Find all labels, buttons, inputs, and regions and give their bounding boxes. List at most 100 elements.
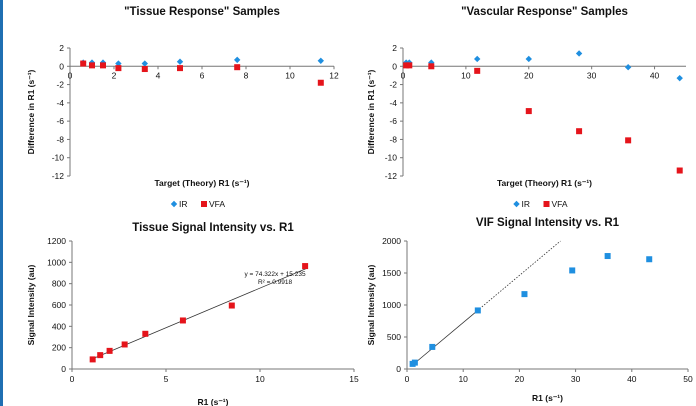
x-tick-label: 5 [164,374,169,384]
vfa-point [676,167,683,174]
ir-point [115,60,122,67]
vfa-point [625,137,632,144]
chart-c4: VIF Signal Intensity vs. R10500100015002… [366,217,693,403]
y-axis-label: Difference in R1 (s⁻¹) [26,69,36,154]
data-point [411,359,418,366]
chart-title: Tissue Signal Intensity vs. R1 [132,222,294,234]
data-point [646,256,653,263]
y-tick-label: 1000 [47,257,66,267]
y-tick-label: 2000 [382,236,401,246]
x-tick-label: 6 [200,70,205,80]
y-tick-label: -8 [389,134,397,144]
y-tick-label: 0 [396,364,401,374]
data-point [228,302,235,309]
vfa-point [525,108,532,115]
ir-point [575,50,583,57]
legend-label-vfa: VFA [209,199,225,209]
legend-marker-ir [170,200,178,208]
vfa-point [403,62,410,69]
trendline [411,310,478,367]
ir-point [234,56,241,64]
chart-title: VIF Signal Intensity vs. R1 [476,217,620,229]
x-tick-label: 2 [112,70,117,80]
x-tick-label: 50 [683,374,693,384]
legend-marker-ir [513,200,520,208]
y-axis-label: Signal Intensity (au) [366,264,376,345]
data-point [604,253,611,260]
vfa-point [115,65,122,72]
chart-title: "Tissue Response" Samples [124,6,280,18]
vfa-point [576,128,583,135]
x-tick-label: 0 [70,374,75,384]
y-tick-label: -6 [56,116,64,126]
data-point [521,291,528,298]
y-tick-label: -12 [385,171,398,181]
y-tick-label: -4 [56,98,64,108]
x-tick-label: 20 [515,374,525,384]
left-frame-line [0,0,3,406]
y-tick-label: -10 [385,153,398,163]
ir-point [525,55,532,63]
vfa-point [141,66,148,73]
chart-c1: "Tissue Response" Samples 2 0 -2 -4 -6 -8 -10 -1… [26,6,339,209]
x-tick-label: 15 [349,374,359,384]
x-tick-label: 30 [571,374,581,384]
legend: IR VFA [170,199,225,209]
x-tick-label: 10 [255,374,265,384]
chart-title: "Vascular Response" Samples [461,6,628,18]
x-axis-label: R1 (s⁻¹) [198,397,229,406]
y-tick-label: -8 [56,134,64,144]
data-point [106,347,113,354]
y-axis-label: Signal Intensity (au) [26,264,36,345]
vfa-point [177,65,183,72]
legend: IR VFA [513,199,568,209]
y-tick-label: 0 [59,61,64,71]
y-tick-label: 2 [59,43,64,53]
ir-point [474,55,481,63]
x-tick-label: 30 [587,70,597,80]
vfa-point [89,62,95,69]
y-tick-label: 2 [392,43,397,53]
data-point [179,317,186,324]
x-tick-label: 40 [650,70,660,80]
ir-point [176,58,184,65]
data-point [142,330,149,337]
vfa-point [317,79,324,86]
y-tick-label: 500 [387,332,401,342]
x-axis-label: Target (Theory) R1 (s⁻¹) [154,178,249,188]
y-tick-label: -12 [52,171,65,181]
legend-label-vfa: VFA [552,199,568,209]
chart-c2: "Vascular Response" Samples 20 -2 -4 -6 -8 -10… [366,6,686,209]
legend-label-ir: IR [179,199,188,209]
vfa-point [474,67,481,74]
y-tick-label: -4 [389,98,397,108]
legend-marker-vfa [543,201,550,207]
y-tick-label: -2 [56,80,64,90]
y-tick-label: -2 [389,80,397,90]
y-tick-label: 400 [52,321,66,331]
y-tick-label: 800 [52,279,66,289]
data-point [121,341,128,348]
x-tick-label: 8 [244,70,249,80]
vfa-point [234,64,241,71]
trendline-extension [476,240,561,312]
y-axis-label: Difference in R1 (s⁻¹) [366,69,376,154]
trendline-equation: y = 74.322x + 15.235 [245,271,306,278]
legend-label-ir: IR [522,199,531,209]
y-tick-label: -6 [389,116,397,126]
data-point [97,352,104,359]
vfa-point [80,60,87,67]
data-point [474,307,481,314]
x-tick-label: 20 [524,70,534,80]
x-axis-label: Target (Theory) R1 (s⁻¹) [497,178,592,188]
y-tick-label: 600 [52,300,66,310]
x-tick-label: 10 [458,374,468,384]
y-tick-label: 1000 [382,300,401,310]
trendline-r-squared: R² = 0.9918 [258,279,293,286]
x-tick-label: 0 [68,70,73,80]
x-tick-label: 10 [461,70,471,80]
ir-point [141,60,148,67]
vfa-point [100,62,106,69]
x-tick-label: 40 [627,374,637,384]
